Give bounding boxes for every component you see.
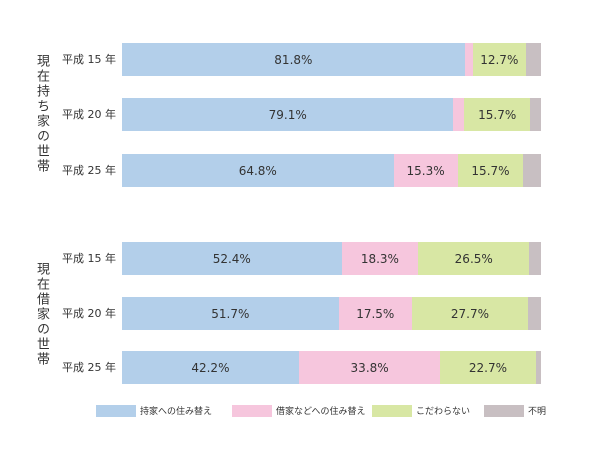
legend-swatch (372, 404, 412, 417)
data-label: 33.8% (350, 360, 389, 375)
bar-segment (453, 98, 465, 131)
data-label: 79.1% (268, 107, 307, 122)
stacked-bar: 52.4% 18.3% 26.5% (122, 242, 541, 275)
row-label: 平成 15 年 (62, 252, 116, 265)
bar-segment (464, 43, 473, 76)
data-label: 81.8% (274, 52, 313, 67)
legend-swatch (232, 404, 272, 417)
legend-swatch (96, 404, 136, 417)
bar-segment: 81.8% (122, 43, 465, 76)
legend-item-own: 持家への住み替え (96, 404, 212, 417)
stacked-bar: 81.8% 12.7% (122, 43, 541, 76)
legend-label: 不明 (528, 407, 547, 417)
bar-segment: 52.4% (122, 242, 342, 275)
data-label: 18.3% (360, 251, 399, 266)
bar-segment: 79.1% (122, 98, 454, 131)
bar-segment: 22.7% (440, 351, 536, 384)
bar-segment (535, 351, 541, 384)
bar-segment (523, 154, 541, 187)
bar-segment (529, 242, 541, 275)
data-label: 27.7% (450, 306, 490, 321)
bar-segment: 42.2% (122, 351, 299, 384)
group-label-rented: 現在借家の世帯 (34, 262, 49, 367)
data-label: 22.7% (468, 360, 508, 375)
stacked-bar: 64.8% 15.3% 15.7% (122, 154, 541, 187)
data-label: 17.5% (356, 306, 395, 321)
bar-segment (530, 98, 541, 131)
legend-label: 借家などへの住み替え (276, 407, 366, 417)
data-label: 15.7% (471, 163, 510, 178)
bar-segment: 15.7% (464, 98, 531, 131)
stacked-bar: 42.2% 33.8% 22.7% (122, 351, 541, 384)
legend-item-unknown: 不明 (484, 404, 546, 417)
legend-item-rent: 借家などへの住み替え (232, 404, 366, 417)
data-label: 52.4% (212, 251, 251, 266)
stacked-bar: 51.7% 17.5% 27.7% (122, 297, 541, 330)
bar-segment: 15.7% (457, 154, 524, 187)
data-label: 26.5% (454, 251, 493, 266)
data-label: 51.7% (211, 306, 250, 321)
data-label: 64.8% (238, 163, 277, 178)
legend-item-any: こだわらない (372, 404, 470, 417)
data-label: 15.3% (406, 163, 445, 178)
bar-segment (525, 43, 541, 76)
row-label: 平成 20 年 (62, 108, 116, 121)
bar-segment: 33.8% (298, 351, 441, 384)
bar-segment: 27.7% (411, 297, 528, 330)
bar-segment (527, 297, 541, 330)
row-label: 平成 20 年 (62, 307, 116, 320)
bar-segment: 15.3% (393, 154, 458, 187)
bar-segment: 18.3% (341, 242, 419, 275)
row-label: 平成 25 年 (62, 361, 116, 374)
legend-swatch (484, 404, 524, 417)
legend-label: こだわらない (416, 407, 471, 417)
row-label: 平成 15 年 (62, 53, 116, 66)
row-label: 平成 25 年 (62, 164, 116, 177)
group-label-owned: 現在持ち家の世帯 (34, 54, 49, 174)
legend-label: 持家への住み替え (140, 407, 213, 417)
bar-segment: 12.7% (472, 43, 526, 76)
data-label: 12.7% (480, 52, 519, 67)
bar-segment: 51.7% (122, 297, 339, 330)
legend: 持家への住み替え 借家などへの住み替え こだわらない 不明 (0, 404, 600, 424)
stacked-bar: 79.1% 15.7% (122, 98, 541, 131)
bar-segment: 64.8% (122, 154, 394, 187)
data-label: 42.2% (191, 360, 230, 375)
bar-segment: 17.5% (338, 297, 412, 330)
bar-segment: 26.5% (418, 242, 530, 275)
data-label: 15.7% (478, 107, 517, 122)
